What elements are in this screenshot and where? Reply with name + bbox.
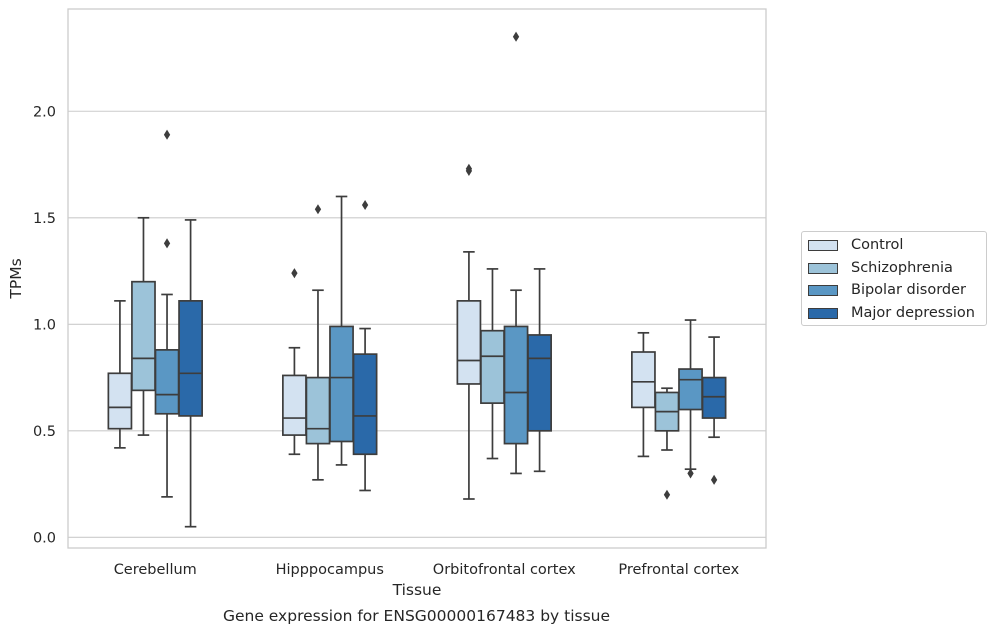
box — [503, 325, 529, 445]
legend-swatch-major-depression — [808, 307, 838, 319]
x-axis-label: Tissue — [392, 581, 442, 599]
box — [178, 300, 203, 417]
y-tick-label: 0.0 — [33, 530, 56, 546]
box — [456, 300, 482, 385]
outlier-point — [687, 468, 694, 479]
x-tick-label: Hipppocampus — [276, 562, 384, 578]
box — [480, 329, 505, 404]
y-tick-label: 1.0 — [33, 317, 56, 333]
box — [678, 368, 703, 411]
legend-label-major-depression: Major depression — [851, 305, 975, 321]
outlier-point — [291, 268, 298, 279]
outlier-point — [314, 204, 322, 215]
box — [352, 353, 378, 456]
legend-item-bipolar-disorder: Bipolar disorder — [808, 280, 966, 300]
y-tick-label: 0.5 — [33, 424, 56, 440]
legend: Control Schizophrenia Bipolar disorder M… — [801, 231, 987, 326]
legend-swatch-schizophrenia — [808, 262, 838, 274]
legend-label-bipolar-disorder: Bipolar disorder — [851, 282, 966, 298]
box — [282, 374, 307, 436]
outlier-point — [163, 129, 171, 140]
legend-label-schizophrenia: Schizophrenia — [851, 260, 953, 276]
outlier-point — [465, 163, 473, 174]
outlier-point — [163, 238, 171, 249]
outlier-point — [710, 474, 718, 485]
box — [305, 376, 331, 445]
legend-item-major-depression: Major depression — [808, 303, 975, 323]
legend-item-schizophrenia: Schizophrenia — [808, 258, 953, 278]
y-tick-label: 1.5 — [33, 211, 56, 227]
x-tick-label: Cerebellum — [114, 562, 197, 578]
figure-caption: Gene expression for ENSG00000167483 by t… — [222, 607, 611, 625]
outlier-point — [361, 199, 369, 211]
legend-item-control: Control — [808, 235, 903, 255]
box — [631, 351, 656, 409]
box — [329, 325, 354, 443]
box — [131, 280, 156, 392]
box — [527, 334, 552, 432]
box — [107, 372, 133, 430]
outlier-point — [663, 489, 671, 500]
box — [701, 376, 727, 419]
legend-swatch-control — [808, 239, 838, 251]
y-axis-label: TPMs — [7, 258, 25, 299]
x-tick-label: Prefrontal cortex — [618, 562, 739, 578]
y-tick-label: 2.0 — [33, 104, 56, 120]
x-tick-label: Orbitofrontal cortex — [433, 562, 576, 578]
outlier-point — [512, 31, 520, 42]
plot-frame — [67, 8, 767, 549]
box — [154, 349, 180, 415]
legend-label-control: Control — [851, 237, 904, 253]
legend-swatch-bipolar-disorder — [808, 284, 838, 296]
